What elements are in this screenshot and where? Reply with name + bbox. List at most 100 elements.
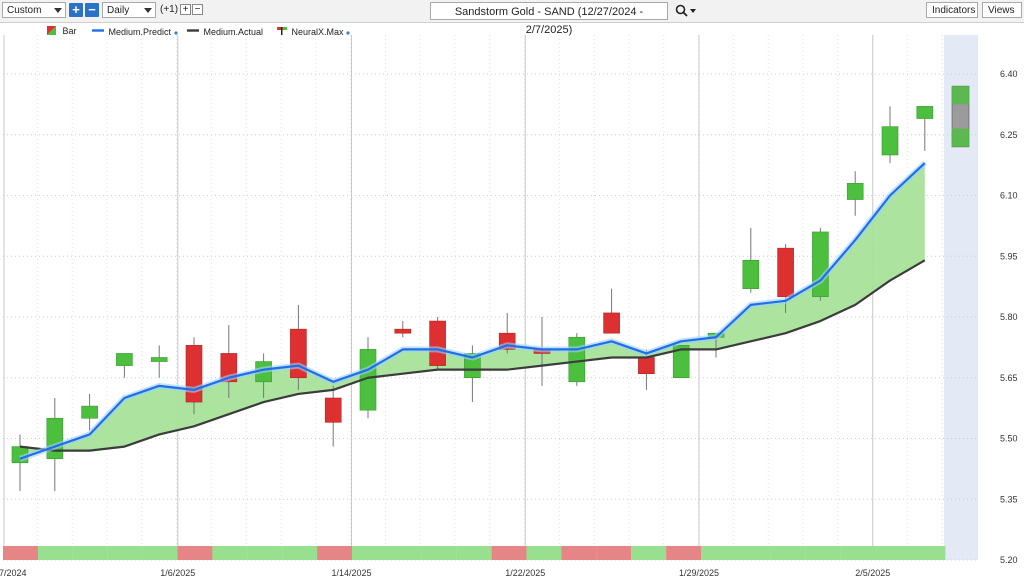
x-tick-label: 1/14/2025	[331, 568, 371, 578]
candle-body	[672, 345, 690, 379]
forecast-bar	[951, 85, 970, 148]
candle	[568, 333, 586, 386]
candle-body	[394, 328, 412, 334]
bar-swatch-icon	[47, 26, 56, 35]
neuralx-strip-cell	[840, 546, 876, 560]
period-select[interactable]: Daily	[102, 2, 156, 18]
offset-label: (+1)	[160, 4, 179, 15]
x-tick-label: 1/22/2025	[505, 568, 545, 578]
neuralx-strip-cell	[491, 546, 527, 560]
candle	[81, 393, 98, 431]
predict-line-icon	[92, 29, 104, 32]
candle-body	[742, 259, 760, 289]
legend-item-neuralx-max[interactable]: NeuralX.Max	[277, 26, 350, 38]
x-tick-label: 1/29/2025	[679, 568, 719, 578]
candle	[881, 106, 899, 164]
candle	[638, 349, 655, 390]
candle-body	[359, 349, 377, 411]
info-dot-icon	[346, 31, 350, 35]
y-tick-label: 5.80	[1000, 312, 1018, 322]
indicators-button[interactable]: Indicators	[926, 2, 978, 18]
candle-body	[81, 405, 98, 419]
neuralx-strip-cell	[875, 546, 911, 560]
candle	[11, 434, 29, 492]
actual-line-icon	[187, 29, 199, 32]
neuralx-strip-cell	[666, 546, 702, 560]
candle	[220, 325, 238, 398]
candle	[150, 345, 168, 378]
info-dot-icon	[173, 31, 178, 35]
candle	[672, 345, 690, 379]
candle	[777, 244, 794, 313]
candle-body	[568, 336, 586, 383]
legend-item-medium-predict[interactable]: Medium.Predict	[92, 26, 178, 38]
candle	[116, 353, 133, 378]
neuralx-strip-cell	[701, 546, 736, 560]
chevron-down-icon	[144, 8, 152, 13]
candle-body	[46, 417, 64, 460]
offset-minus-button[interactable]: −	[192, 4, 203, 15]
x-tick-label: 2/5/2025	[855, 568, 890, 578]
candle	[324, 385, 342, 447]
legend-item-medium-actual[interactable]: Medium.Actual	[187, 26, 263, 38]
zoom-in-button[interactable]: +	[69, 3, 83, 17]
offset-plus-button[interactable]: +	[180, 4, 191, 15]
neuralx-strip-cell	[3, 546, 38, 560]
symbol-title[interactable]: Sandstorm Gold - SAND (12/27/2024 - 2/7/…	[430, 2, 668, 36]
neuralx-strip-cell	[421, 546, 457, 560]
candle-body	[255, 361, 272, 383]
forecast-bar-bottom	[952, 128, 969, 147]
candle-body	[812, 231, 829, 298]
range-select[interactable]: Custom	[2, 2, 66, 18]
candle	[46, 398, 64, 492]
indicators-label: Indicators	[932, 5, 976, 16]
views-label: Views	[988, 5, 1015, 16]
candle-body	[150, 357, 168, 362]
views-button[interactable]: Views	[982, 2, 1022, 18]
candle	[359, 337, 377, 419]
neuralx-strip-cell	[212, 546, 248, 560]
x-tick-label: 12/27/2024	[0, 568, 27, 578]
neuralx-strip-cell	[37, 546, 73, 560]
x-tick-label: 1/6/2025	[160, 568, 195, 578]
zoom-out-button[interactable]: −	[85, 3, 99, 17]
y-tick-label: 6.40	[1000, 69, 1018, 79]
search-dropdown[interactable]	[675, 4, 699, 23]
neuralx-strip-cell	[247, 546, 283, 560]
neuralx-strip-cell	[352, 546, 387, 560]
medium-predict-line-glow	[19, 160, 927, 462]
candle-body	[846, 183, 864, 200]
neuralx-strip-cell	[456, 546, 492, 560]
candle-body	[881, 126, 899, 156]
candle	[429, 317, 446, 370]
legend-label: Bar	[62, 26, 77, 36]
candle-body	[185, 345, 203, 403]
legend-item-bar[interactable]: Bar	[47, 26, 77, 37]
candle	[290, 304, 307, 390]
y-tick-label: 5.20	[1000, 555, 1018, 565]
neuralx-icon	[277, 27, 287, 35]
candle	[603, 288, 620, 334]
neuralx-strip-cell	[596, 546, 632, 560]
neuralx-strip-cell	[561, 546, 597, 560]
medium-actual-line	[19, 259, 926, 452]
neuralx-strip-cell	[317, 546, 353, 560]
neuralx-strip-cell	[805, 546, 841, 560]
neuralx-strip-cell	[386, 546, 422, 560]
forecast-region	[944, 35, 978, 560]
candle-body	[464, 353, 481, 379]
y-tick-label: 5.65	[1000, 373, 1018, 383]
candle-body	[777, 247, 794, 298]
candle-body	[498, 332, 516, 350]
y-tick-label: 5.35	[1000, 494, 1018, 504]
candle-body	[324, 397, 342, 423]
candle	[812, 227, 829, 301]
candle-body	[533, 349, 551, 354]
legend-label: NeuralX.Max	[291, 27, 344, 37]
candle-body	[220, 353, 238, 383]
candle	[464, 345, 481, 403]
candle	[498, 312, 516, 354]
neuralx-strip-cell	[526, 546, 562, 560]
candle	[916, 106, 934, 151]
